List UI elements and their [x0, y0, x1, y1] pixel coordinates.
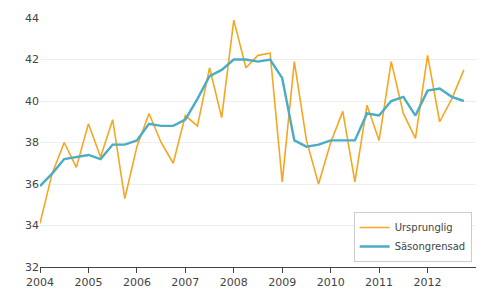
- svg-text:2006: 2006: [123, 276, 151, 289]
- svg-text:2004: 2004: [26, 276, 54, 289]
- svg-text:34: 34: [25, 219, 39, 232]
- svg-text:38: 38: [25, 136, 39, 149]
- svg-text:Ursprunglig: Ursprunglig: [395, 222, 453, 233]
- svg-text:40: 40: [25, 95, 39, 108]
- svg-text:36: 36: [25, 178, 39, 191]
- svg-text:2009: 2009: [268, 276, 296, 289]
- svg-text:42: 42: [25, 53, 39, 66]
- svg-text:Säsongrensad: Säsongrensad: [395, 241, 466, 252]
- svg-text:2012: 2012: [414, 276, 442, 289]
- svg-text:2010: 2010: [317, 276, 345, 289]
- svg-text:44: 44: [25, 12, 39, 25]
- svg-text:2007: 2007: [171, 276, 199, 289]
- svg-text:2008: 2008: [220, 276, 248, 289]
- svg-text:2005: 2005: [74, 276, 102, 289]
- svg-text:2011: 2011: [365, 276, 393, 289]
- svg-text:32: 32: [25, 261, 39, 274]
